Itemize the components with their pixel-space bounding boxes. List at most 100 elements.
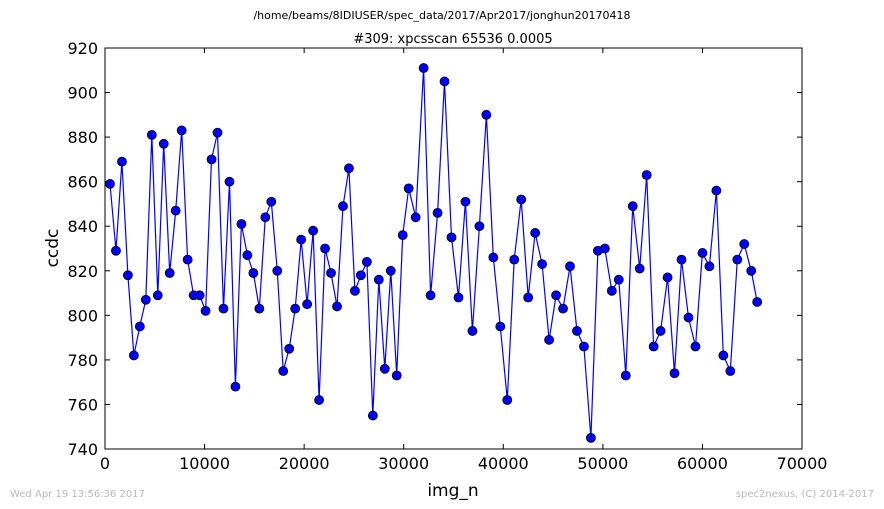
data-point bbox=[474, 221, 485, 232]
y-tick-label: 880 bbox=[67, 128, 98, 147]
data-point bbox=[718, 350, 729, 361]
data-point bbox=[509, 254, 520, 265]
data-point bbox=[453, 292, 464, 303]
data-point bbox=[111, 245, 121, 256]
data-point bbox=[242, 250, 253, 261]
y-axis-ticks: 740 760 780 800 820 840 860 880 900 920 bbox=[67, 39, 802, 459]
data-point bbox=[410, 212, 421, 223]
y-tick-label: 800 bbox=[67, 306, 98, 325]
data-point bbox=[697, 248, 708, 258]
data-point bbox=[397, 230, 408, 241]
data-point bbox=[537, 259, 548, 269]
data-point bbox=[572, 326, 582, 336]
data-point bbox=[344, 163, 354, 174]
data-point bbox=[379, 363, 390, 374]
data-point bbox=[308, 225, 319, 236]
plot-frame bbox=[104, 47, 803, 450]
data-point bbox=[746, 265, 757, 276]
data-point bbox=[551, 290, 561, 301]
data-point bbox=[599, 243, 610, 254]
data-point bbox=[236, 219, 247, 229]
y-tick-label: 920 bbox=[67, 39, 98, 58]
data-point bbox=[558, 303, 568, 314]
data-point bbox=[314, 395, 324, 405]
data-point bbox=[140, 294, 151, 305]
data-point bbox=[488, 252, 499, 263]
data-point bbox=[669, 368, 680, 379]
y-tick-label: 840 bbox=[67, 217, 98, 236]
data-point bbox=[516, 194, 527, 205]
data-point bbox=[230, 381, 241, 392]
data-point bbox=[152, 290, 163, 301]
data-point bbox=[432, 207, 443, 218]
data-point bbox=[332, 301, 342, 312]
data-point bbox=[439, 76, 450, 87]
data-point bbox=[683, 312, 694, 323]
data-point bbox=[711, 185, 722, 196]
data-point bbox=[355, 270, 366, 281]
data-point bbox=[385, 265, 396, 276]
data-point bbox=[350, 285, 360, 296]
x-tick-label: 30000 bbox=[378, 454, 429, 473]
data-point bbox=[302, 299, 313, 310]
data-point bbox=[105, 178, 115, 189]
data-point bbox=[164, 268, 175, 278]
data-point bbox=[117, 156, 127, 167]
data-point bbox=[530, 228, 541, 238]
data-point bbox=[320, 243, 330, 254]
y-tick-label: 780 bbox=[67, 351, 98, 370]
data-point bbox=[248, 268, 259, 278]
data-point bbox=[170, 205, 181, 216]
data-point bbox=[284, 343, 295, 354]
data-point bbox=[565, 261, 575, 272]
data-point bbox=[502, 395, 513, 405]
data-point bbox=[690, 341, 701, 352]
data-point bbox=[260, 212, 271, 223]
x-tick-label: 20000 bbox=[279, 454, 330, 473]
data-point bbox=[732, 254, 743, 265]
data-point bbox=[373, 274, 384, 285]
data-point bbox=[206, 154, 217, 165]
data-point bbox=[662, 272, 673, 283]
data-point bbox=[224, 176, 235, 187]
data-point bbox=[544, 334, 554, 345]
data-point bbox=[586, 432, 596, 443]
data-point bbox=[254, 303, 265, 314]
data-point bbox=[266, 196, 277, 207]
data-point bbox=[158, 138, 169, 149]
footer-timestamp: Wed Apr 19 13:56:36 2017 bbox=[10, 489, 145, 500]
x-tick-label: 0 bbox=[100, 454, 110, 473]
data-point bbox=[338, 201, 348, 212]
y-tick-label: 740 bbox=[67, 440, 98, 459]
data-point bbox=[481, 109, 492, 120]
data-point bbox=[725, 366, 736, 376]
data-point bbox=[634, 263, 645, 274]
data-point bbox=[296, 234, 307, 245]
chart-suptitle: /home/beams/8IDIUSER/spec_data/2017/Apr2… bbox=[253, 9, 630, 22]
data-point bbox=[676, 254, 687, 265]
data-point bbox=[425, 290, 436, 301]
data-point bbox=[218, 303, 229, 314]
data-point bbox=[627, 201, 638, 212]
footer-credit: spec2nexus, (C) 2014-2017 bbox=[736, 489, 874, 500]
data-point bbox=[278, 366, 289, 376]
data-point bbox=[648, 341, 659, 352]
data-point bbox=[290, 303, 301, 314]
data-point bbox=[446, 232, 457, 243]
data-point bbox=[326, 268, 336, 278]
data-point bbox=[655, 326, 666, 336]
y-axis-label: ccdc bbox=[43, 229, 63, 268]
chart-title: #309: xpcsscan 65536 0.0005 bbox=[353, 32, 552, 47]
data-point bbox=[752, 297, 763, 307]
data-point bbox=[134, 321, 145, 332]
data-point bbox=[704, 261, 715, 272]
data-point bbox=[641, 170, 652, 180]
data-point bbox=[361, 256, 372, 267]
data-point bbox=[146, 129, 157, 140]
x-tick-label: 40000 bbox=[478, 454, 529, 473]
data-point bbox=[467, 326, 478, 336]
y-tick-label: 820 bbox=[67, 262, 98, 281]
data-point bbox=[620, 370, 631, 381]
data-point bbox=[579, 341, 589, 352]
